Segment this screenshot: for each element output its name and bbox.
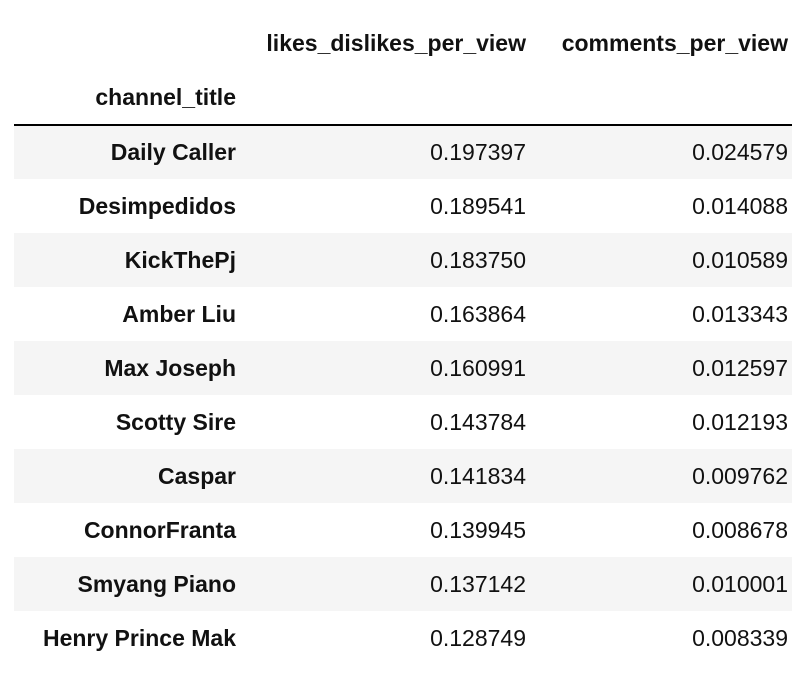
- dataframe-table: likes_dislikes_per_view comments_per_vie…: [14, 16, 792, 665]
- likes-dislikes-cell: 0.189541: [430, 192, 526, 219]
- column-header-blank: [14, 16, 240, 70]
- table-row: Desimpedidos 0.189541 0.014088: [14, 179, 792, 233]
- row-index-label: Daily Caller: [110, 139, 236, 165]
- column-header-row: likes_dislikes_per_view comments_per_vie…: [14, 16, 792, 70]
- likes-dislikes-cell: 0.197397: [430, 139, 526, 165]
- row-index-label: Henry Prince Mak: [42, 624, 236, 651]
- table-row: ConnorFranta 0.139945 0.008678: [14, 503, 792, 557]
- index-name-header: channel_title: [95, 83, 236, 110]
- index-header-row: channel_title: [14, 70, 792, 125]
- table-row: Amber Liu 0.163864 0.013343: [14, 287, 792, 341]
- row-index-label: Amber Liu: [122, 300, 236, 327]
- likes-dislikes-cell: 0.163864: [430, 300, 526, 327]
- row-index-label: KickThePj: [124, 246, 236, 273]
- likes-dislikes-cell: 0.160991: [430, 354, 526, 381]
- likes-dislikes-cell: 0.139945: [430, 516, 526, 543]
- comments-cell: 0.012597: [692, 354, 788, 381]
- row-index-label: ConnorFranta: [83, 516, 236, 543]
- table-row: Scotty Sire 0.143784 0.012193: [14, 395, 792, 449]
- row-index-label: Desimpedidos: [78, 192, 236, 219]
- column-header-likes-dislikes-per-view: likes_dislikes_per_view: [266, 29, 526, 56]
- index-header-blank-1: [240, 70, 530, 125]
- likes-dislikes-cell: 0.143784: [430, 408, 526, 435]
- comments-cell: 0.013343: [692, 300, 788, 327]
- table-row: Daily Caller 0.197397 0.024579: [14, 125, 792, 179]
- table-row: Caspar 0.141834 0.009762: [14, 449, 792, 503]
- comments-cell: 0.010001: [692, 570, 788, 597]
- comments-cell: 0.010589: [692, 246, 788, 273]
- table-body: Daily Caller 0.197397 0.024579 Desimpedi…: [14, 125, 792, 665]
- row-index-label: Caspar: [158, 462, 236, 489]
- table-row: Smyang Piano 0.137142 0.010001: [14, 557, 792, 611]
- column-header-comments-per-view: comments_per_view: [561, 29, 788, 56]
- likes-dislikes-cell: 0.183750: [430, 246, 526, 273]
- comments-cell: 0.024579: [692, 139, 788, 165]
- row-index-label: Smyang Piano: [77, 570, 236, 597]
- table-row: Max Joseph 0.160991 0.012597: [14, 341, 792, 395]
- likes-dislikes-cell: 0.128749: [430, 624, 526, 651]
- comments-cell: 0.009762: [692, 462, 788, 489]
- comments-cell: 0.014088: [692, 192, 788, 219]
- comments-cell: 0.008339: [692, 624, 788, 651]
- comments-cell: 0.008678: [692, 516, 788, 543]
- table-row: KickThePj 0.183750 0.010589: [14, 233, 792, 287]
- index-header-blank-2: [530, 70, 792, 125]
- row-index-label: Max Joseph: [104, 354, 236, 381]
- likes-dislikes-cell: 0.137142: [430, 570, 526, 597]
- comments-cell: 0.012193: [692, 408, 788, 435]
- likes-dislikes-cell: 0.141834: [430, 462, 526, 489]
- table-row: Henry Prince Mak 0.128749 0.008339: [14, 611, 792, 665]
- table-header: likes_dislikes_per_view comments_per_vie…: [14, 16, 792, 125]
- row-index-label: Scotty Sire: [115, 408, 236, 435]
